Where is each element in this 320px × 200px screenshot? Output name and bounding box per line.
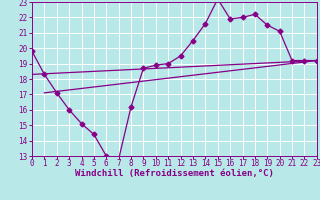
X-axis label: Windchill (Refroidissement éolien,°C): Windchill (Refroidissement éolien,°C): [75, 169, 274, 178]
